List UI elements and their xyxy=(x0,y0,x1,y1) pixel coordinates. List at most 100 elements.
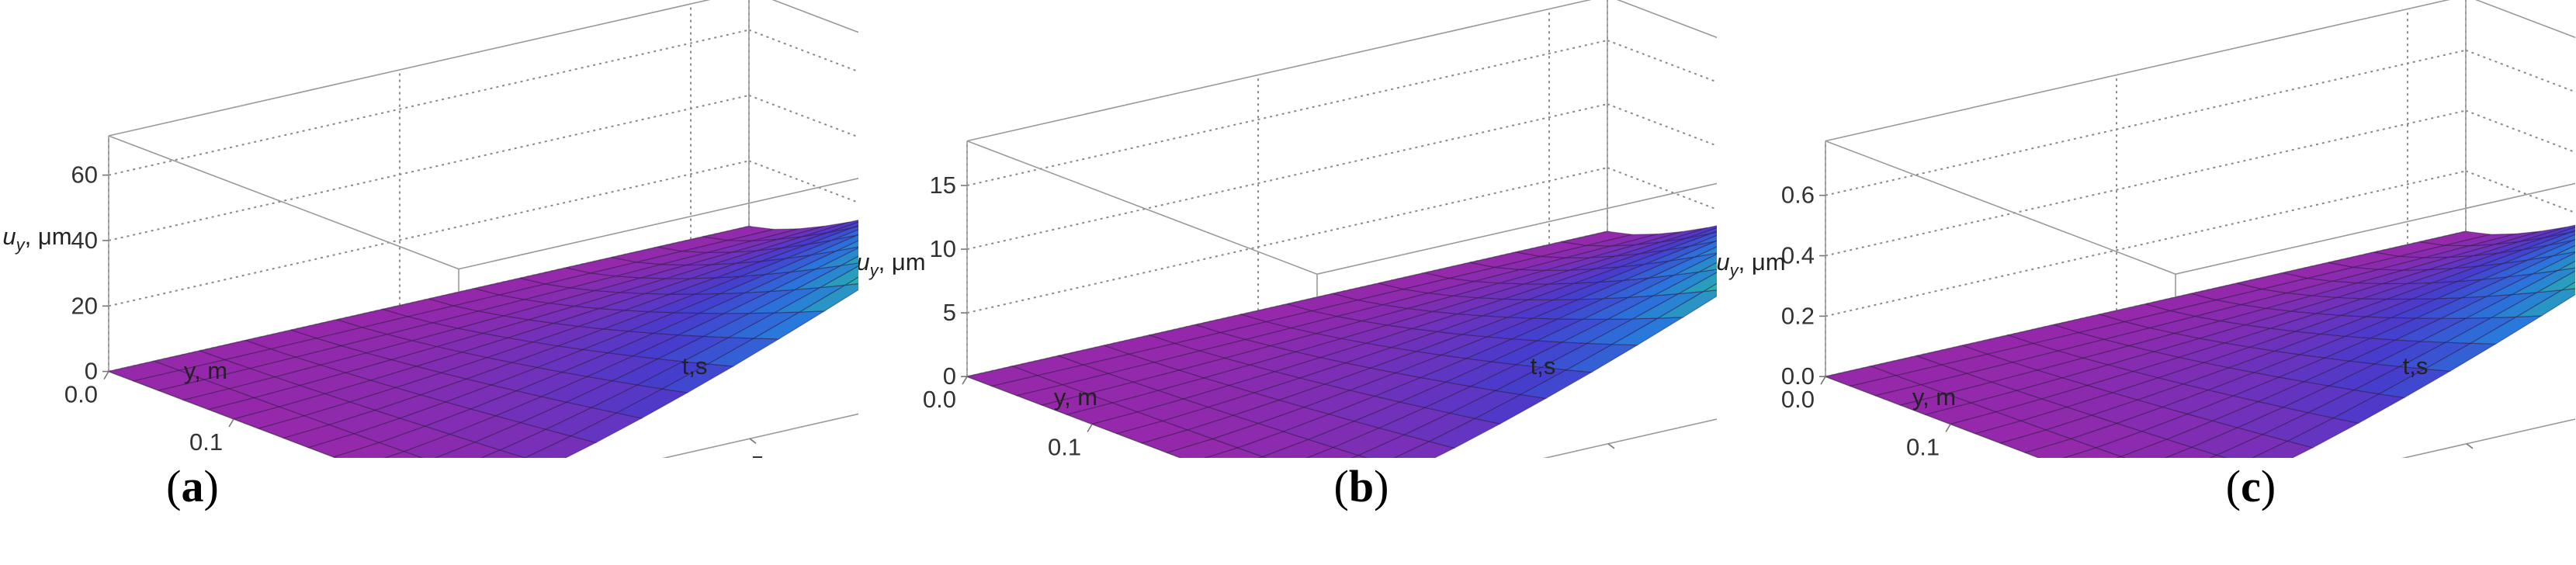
surface-patch xyxy=(853,224,858,228)
surface-patch xyxy=(790,246,858,272)
z-axis-title: uy, μm xyxy=(858,248,926,280)
surface-patch xyxy=(1686,227,1717,239)
z-tick-label: 0.2 xyxy=(1781,302,1815,329)
surface-patch xyxy=(1666,231,1717,251)
z-axis-title: uy, μm xyxy=(2,223,71,255)
grid-line xyxy=(1607,103,1717,147)
z-tick-label: 10 xyxy=(930,235,956,262)
surface-patch xyxy=(799,282,858,313)
surface-patch xyxy=(2512,267,2575,296)
x-axis-title: y, m xyxy=(1054,383,1097,411)
grid-line xyxy=(966,40,1608,186)
panel-label-c: (c) xyxy=(2225,461,2276,511)
surface-patch xyxy=(1711,231,1717,234)
surface-patch xyxy=(803,220,858,237)
grid-line xyxy=(2465,170,2575,214)
surface-patch xyxy=(2533,252,2575,275)
z-tick-label: 60 xyxy=(71,161,98,189)
box-edge xyxy=(1316,182,1717,275)
y-tick xyxy=(749,438,757,444)
z-tick-label: 5 xyxy=(943,299,956,326)
surface-patch xyxy=(2570,230,2575,234)
x-tick-label: 0.0 xyxy=(923,386,956,413)
y-axis-title: t,s xyxy=(1531,352,1556,380)
grid-line xyxy=(108,29,750,176)
surface-patch xyxy=(2524,231,2575,250)
surface-patch xyxy=(1715,240,1717,242)
box-edge xyxy=(661,413,858,458)
x-tick-label: 0.1 xyxy=(1048,434,1081,459)
grid-line xyxy=(748,160,858,204)
y-tick-label: 5 xyxy=(751,451,764,458)
surface-patch xyxy=(2574,239,2575,241)
surface-patch xyxy=(807,225,858,245)
panel-c: 0.00.20.40.60.00.10.20510uy, μmy, mt,s (… xyxy=(1717,0,2575,565)
surface-patch xyxy=(820,265,858,289)
surface-patch xyxy=(816,247,858,270)
surface-patch xyxy=(795,262,858,290)
surface-patch xyxy=(2519,224,2575,242)
box-edge xyxy=(1825,0,2450,142)
surface-patch xyxy=(2561,281,2575,291)
surface-plot-c: 0.00.20.40.60.00.10.20510uy, μmy, mt,s xyxy=(1717,0,2575,458)
z-axis-title: uy, μm xyxy=(1717,248,1786,280)
box-edge xyxy=(966,0,1592,142)
x-tick xyxy=(103,371,109,380)
surface-patch xyxy=(827,221,858,234)
x-tick-label: 0.1 xyxy=(189,428,223,456)
grid-line xyxy=(108,160,750,307)
grid-line xyxy=(2465,49,2575,93)
z-tick-label: 0 xyxy=(943,362,956,390)
surface-patch xyxy=(844,276,858,286)
x-tick xyxy=(1087,424,1093,432)
panel-label-b-letter: b xyxy=(1348,461,1375,511)
grid-line xyxy=(1825,109,2467,257)
surface-patch xyxy=(2553,244,2575,257)
grid-line xyxy=(1607,167,1717,210)
z-tick-label: 15 xyxy=(930,172,956,199)
surface-patch xyxy=(836,240,858,251)
surface-patch xyxy=(2544,227,2575,238)
panel-label-a: (a) xyxy=(166,461,219,511)
z-tick-label: 0 xyxy=(85,358,98,385)
surface-patch xyxy=(1657,289,1717,319)
surface-patch xyxy=(2536,270,2575,293)
surface-patch xyxy=(1678,272,1717,295)
x-tick xyxy=(962,376,968,385)
grid-line xyxy=(966,167,1608,314)
box-edge xyxy=(458,178,858,270)
surface-patch xyxy=(1699,262,1717,272)
z-tick-label: 40 xyxy=(71,227,98,254)
surface-patch xyxy=(1257,456,1268,458)
surface-patch xyxy=(832,229,858,241)
y-axis-title: t,s xyxy=(682,352,708,380)
box-edge xyxy=(108,135,459,270)
grid-line xyxy=(966,103,1608,251)
x-axis-title: y, m xyxy=(184,357,227,384)
box-edge xyxy=(2474,0,2575,39)
x-tick-label: 0.0 xyxy=(1781,386,1815,413)
z-tick-label: 0.0 xyxy=(1781,362,1815,390)
surface-patch xyxy=(1661,225,1717,243)
surface-patch xyxy=(2549,234,2575,246)
x-tick xyxy=(1820,376,1826,385)
x-tick xyxy=(1945,424,1951,432)
surface-patch xyxy=(2209,454,2228,458)
grid-line xyxy=(1825,49,2467,196)
grid-line xyxy=(2465,109,2575,154)
grid-line xyxy=(748,94,858,138)
box-edge xyxy=(108,0,711,137)
surface-patch xyxy=(1649,252,1717,279)
box-edge xyxy=(1543,418,1717,458)
grid-line xyxy=(1607,40,1717,83)
box-edge xyxy=(2401,418,2575,458)
box-edge xyxy=(966,140,1318,275)
grid-line xyxy=(108,94,750,241)
z-tick-label: 0.6 xyxy=(1781,182,1815,209)
surface-patch xyxy=(1703,282,1717,293)
y-tick-label: 5 xyxy=(1609,456,1622,458)
surface-patch xyxy=(2515,288,2575,317)
y-tick xyxy=(2466,443,2474,449)
